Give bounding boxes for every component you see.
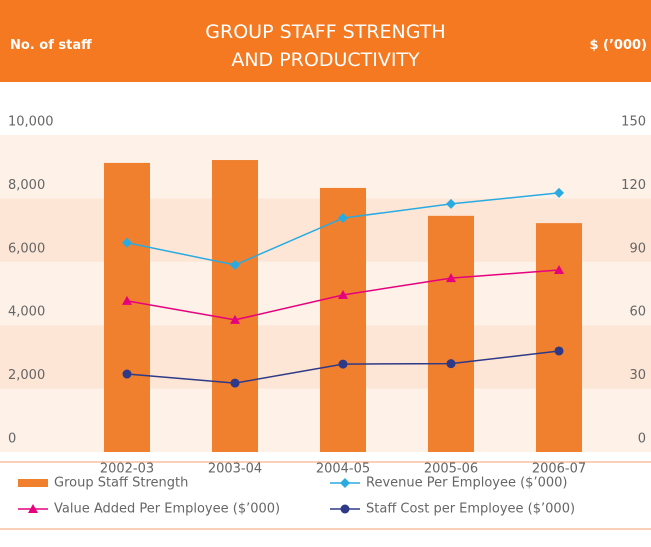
- y-tick-label: 6,000: [8, 241, 45, 256]
- marker: [230, 314, 240, 324]
- y2-tick-label: 90: [629, 241, 646, 256]
- bar: [428, 215, 474, 452]
- y2-tick-label: 120: [621, 178, 646, 193]
- legend-label: Group Staff Strength: [54, 476, 188, 491]
- legend-label: Staff Cost per Employee ($’000): [366, 502, 575, 517]
- y-axis-label: No. of staff: [10, 38, 92, 53]
- x-tick-label: 2005-06: [424, 462, 478, 477]
- x-tick-label: 2002-03: [100, 462, 154, 477]
- marker: [338, 213, 348, 224]
- marker: [446, 273, 456, 283]
- marker: [554, 187, 564, 198]
- x-tick-label: 2003-04: [208, 462, 262, 477]
- x-tick-label: 2006-07: [532, 462, 586, 477]
- legend-swatch: [18, 479, 48, 487]
- y-tick-label: 4,000: [8, 305, 45, 320]
- bar: [212, 160, 258, 452]
- y2-tick-label: 0: [638, 432, 646, 447]
- marker: [230, 378, 240, 388]
- x-tick-label: 2004-05: [316, 462, 370, 477]
- y-tick-label: 8,000: [8, 178, 45, 193]
- marker: [340, 504, 350, 514]
- marker: [446, 198, 456, 209]
- bar: [104, 162, 150, 452]
- marker: [122, 295, 132, 305]
- y-tick-label: 0: [8, 432, 16, 447]
- y2-tick-label: 150: [621, 115, 646, 130]
- marker: [122, 369, 132, 379]
- marker: [338, 289, 348, 299]
- marker: [338, 359, 348, 369]
- y-tick-label: 10,000: [8, 115, 54, 130]
- y2-tick-label: 30: [629, 368, 646, 383]
- y-tick-label: 2,000: [8, 368, 45, 383]
- legend-label: Revenue Per Employee ($’000): [366, 476, 567, 491]
- header: GROUP STAFF STRENGTH AND PRODUCTIVITY No…: [0, 0, 651, 82]
- bar: [536, 223, 582, 452]
- legend-label: Value Added Per Employee ($’000): [54, 502, 280, 517]
- marker: [554, 346, 564, 356]
- y2-tick-label: 60: [629, 305, 646, 320]
- marker: [28, 504, 38, 513]
- marker: [554, 265, 564, 275]
- marker: [122, 237, 132, 248]
- chart-title: GROUP STAFF STRENGTH AND PRODUCTIVITY: [205, 21, 446, 71]
- marker: [446, 359, 456, 369]
- marker: [230, 259, 240, 270]
- marker: [340, 478, 350, 488]
- y2-axis-label: $ (’000): [589, 38, 647, 53]
- bar: [320, 187, 366, 452]
